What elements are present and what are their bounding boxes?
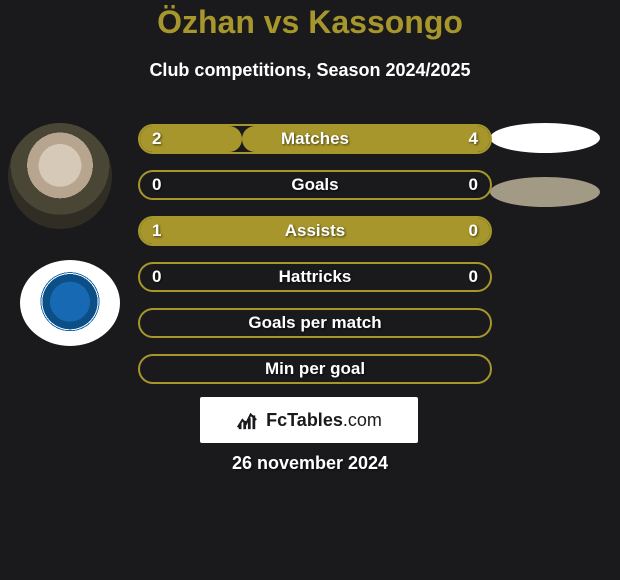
stat-label: Goals per match <box>140 310 490 336</box>
comparison-infographic: Özhan vs Kassongo Club competitions, Sea… <box>0 0 620 580</box>
chart-icon <box>236 409 258 431</box>
branding-badge: FcTables.com <box>200 397 418 443</box>
stat-rows: 24Matches 00Goals 10Assists 00Hattricks Goal… <box>138 124 492 400</box>
stat-label: Matches <box>140 126 490 152</box>
stat-row: 00Goals <box>138 170 492 200</box>
stat-row: 10Assists <box>138 216 492 246</box>
page-title: Özhan vs Kassongo <box>0 4 620 41</box>
page-subtitle: Club competitions, Season 2024/2025 <box>0 60 620 81</box>
decorative-ellipse <box>490 177 600 207</box>
stat-label: Assists <box>140 218 490 244</box>
decorative-ellipse <box>490 123 600 153</box>
stat-row: 24Matches <box>138 124 492 154</box>
player-avatar <box>8 123 112 229</box>
snapshot-date: 26 november 2024 <box>0 453 620 474</box>
stat-row: Goals per match <box>138 308 492 338</box>
stat-label: Hattricks <box>140 264 490 290</box>
stat-label: Goals <box>140 172 490 198</box>
branding-suffix: .com <box>343 410 382 431</box>
stat-row: Min per goal <box>138 354 492 384</box>
branding-name: FcTables <box>266 410 343 431</box>
stat-row: 00Hattricks <box>138 262 492 292</box>
club-logo <box>20 260 120 346</box>
stat-label: Min per goal <box>140 356 490 382</box>
